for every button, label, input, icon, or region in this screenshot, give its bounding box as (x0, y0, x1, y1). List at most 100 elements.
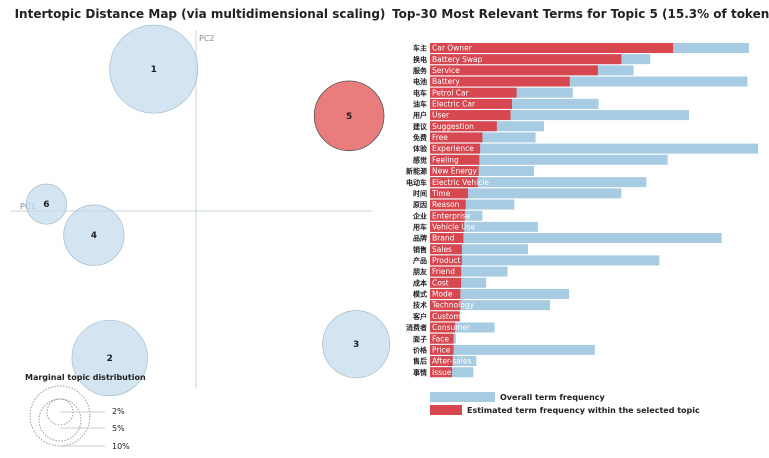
topic-label-3: 3 (353, 340, 359, 350)
bar-estimated-11[interactable] (430, 154, 480, 165)
bar-overall-15[interactable] (430, 199, 515, 210)
marginal-distribution-title: Marginal topic distribution (25, 373, 146, 382)
bar-overall-21[interactable] (430, 266, 508, 277)
term-label-en-16: Enterprise (432, 211, 471, 220)
bar-estimated-9[interactable] (430, 132, 483, 143)
bar-estimated-1[interactable] (430, 43, 674, 53)
bar-estimated-20[interactable] (430, 255, 462, 266)
term-label-zh-30: 事情 (413, 368, 427, 377)
term-label-en-23: Mode (432, 290, 453, 299)
marginal-circle-10pct (29, 385, 91, 447)
bar-overall-13[interactable] (430, 177, 647, 188)
bar-estimated-2[interactable] (430, 54, 622, 65)
term-label-zh-23: 模式 (413, 290, 427, 299)
bar-overall-10[interactable] (430, 143, 759, 154)
term-label-en-21: Friend (432, 267, 455, 276)
bar-estimated-12[interactable] (430, 165, 479, 176)
term-label-zh-17: 用车 (413, 222, 427, 231)
topic-bubble-2[interactable] (71, 319, 148, 397)
bar-estimated-23[interactable] (430, 288, 461, 299)
bar-estimated-3[interactable] (430, 65, 598, 76)
bar-estimated-19[interactable] (430, 244, 462, 255)
topic-bubble-6[interactable] (25, 183, 67, 225)
bar-overall-4[interactable] (430, 76, 748, 87)
bar-overall-19[interactable] (430, 244, 528, 255)
bar-estimated-29[interactable] (430, 356, 453, 367)
bar-estimated-6[interactable] (430, 98, 513, 109)
bar-estimated-10[interactable] (430, 143, 481, 154)
bar-estimated-25[interactable] (430, 311, 460, 322)
bar-estimated-5[interactable] (430, 87, 517, 98)
bar-estimated-30[interactable] (430, 367, 453, 378)
topic-label-2: 2 (107, 354, 113, 364)
legend-swatch-overall (430, 392, 495, 402)
bar-overall-28[interactable] (430, 344, 595, 355)
bar-overall-26[interactable] (430, 322, 495, 333)
term-label-en-29: After-sales (432, 357, 471, 366)
bar-overall-17[interactable] (430, 221, 538, 232)
bar-estimated-21[interactable] (430, 266, 462, 277)
bar-overall-20[interactable] (430, 255, 660, 266)
bar-estimated-27[interactable] (430, 333, 454, 344)
bar-estimated-7[interactable] (430, 110, 511, 121)
term-label-zh-15: 原因 (413, 200, 427, 209)
legend-label-overall: Overall term frequency (500, 393, 606, 402)
marginal-label-5pct: 5% (112, 424, 125, 433)
term-label-zh-26: 消费者 (406, 323, 427, 332)
bar-estimated-22[interactable] (430, 277, 462, 288)
bar-estimated-24[interactable] (430, 300, 461, 311)
bar-estimated-16[interactable] (430, 210, 465, 221)
topic-bubble-5[interactable] (313, 80, 385, 152)
bar-overall-6[interactable] (430, 98, 599, 109)
intertopic-map: Intertopic Distance Map (via multidimens… (10, 7, 391, 451)
topic-label-4: 4 (91, 231, 97, 241)
relevant-terms-title: Top-30 Most Relevant Terms for Topic 5 (… (392, 7, 769, 21)
topic-label-5: 5 (346, 112, 352, 122)
topic-bubble-4[interactable] (63, 204, 125, 266)
bar-estimated-13[interactable] (430, 177, 478, 188)
bar-overall-14[interactable] (430, 188, 622, 199)
term-label-en-10: Experience (432, 144, 474, 153)
bar-estimated-14[interactable] (430, 188, 468, 199)
bar-estimated-8[interactable] (430, 121, 497, 132)
bar-estimated-28[interactable] (430, 344, 454, 355)
term-label-zh-11: 感觉 (413, 155, 427, 164)
bar-overall-23[interactable] (430, 288, 569, 299)
term-label-en-17: Vehicle Use (432, 222, 476, 231)
term-label-zh-28: 价格 (413, 345, 428, 354)
term-bars: Car Owner 车主 Battery Swap 换电 Service 服务 Batter… (406, 43, 759, 378)
term-label-zh-25: 客户 (412, 312, 427, 321)
term-label-en-7: User (432, 111, 450, 120)
term-label-en-2: Battery Swap (432, 55, 483, 64)
term-label-en-22: Cost (432, 278, 449, 287)
bar-estimated-18[interactable] (430, 233, 464, 244)
relevant-terms-chart: Top-30 Most Relevant Terms for Topic 5 (… (392, 7, 769, 415)
term-label-en-9: Free (432, 133, 448, 142)
bar-overall-24[interactable] (430, 300, 551, 311)
bar-estimated-15[interactable] (430, 199, 466, 210)
bar-overall-29[interactable] (430, 356, 477, 367)
marginal-label-10pct: 10% (112, 442, 130, 451)
term-label-en-15: Reason (432, 200, 460, 209)
bar-overall-9[interactable] (430, 132, 536, 143)
term-label-en-28: Price (432, 345, 451, 354)
term-label-zh-13: 电动车 (406, 178, 427, 187)
topic-bubble-3[interactable] (322, 310, 391, 379)
bar-estimated-4[interactable] (430, 76, 570, 87)
term-label-zh-16: 企业 (412, 211, 427, 220)
bar-overall-12[interactable] (430, 165, 535, 176)
bar-estimated-17[interactable] (430, 221, 465, 232)
term-label-zh-3: 服务 (413, 66, 428, 75)
term-label-zh-12: 新能源 (406, 167, 427, 176)
bar-overall-11[interactable] (430, 154, 668, 165)
marginal-circle-5pct (38, 398, 82, 442)
topic-bubble-1[interactable] (109, 24, 199, 114)
bar-overall-18[interactable] (430, 233, 722, 244)
term-label-en-19: Sales (432, 245, 452, 254)
bar-overall-7[interactable] (430, 110, 689, 121)
legend-swatch-estimated (430, 405, 462, 415)
term-label-zh-22: 成本 (413, 278, 427, 287)
bar-estimated-26[interactable] (430, 322, 456, 333)
topic-bubbles: 1 2 3 4 5 6 (25, 24, 391, 397)
